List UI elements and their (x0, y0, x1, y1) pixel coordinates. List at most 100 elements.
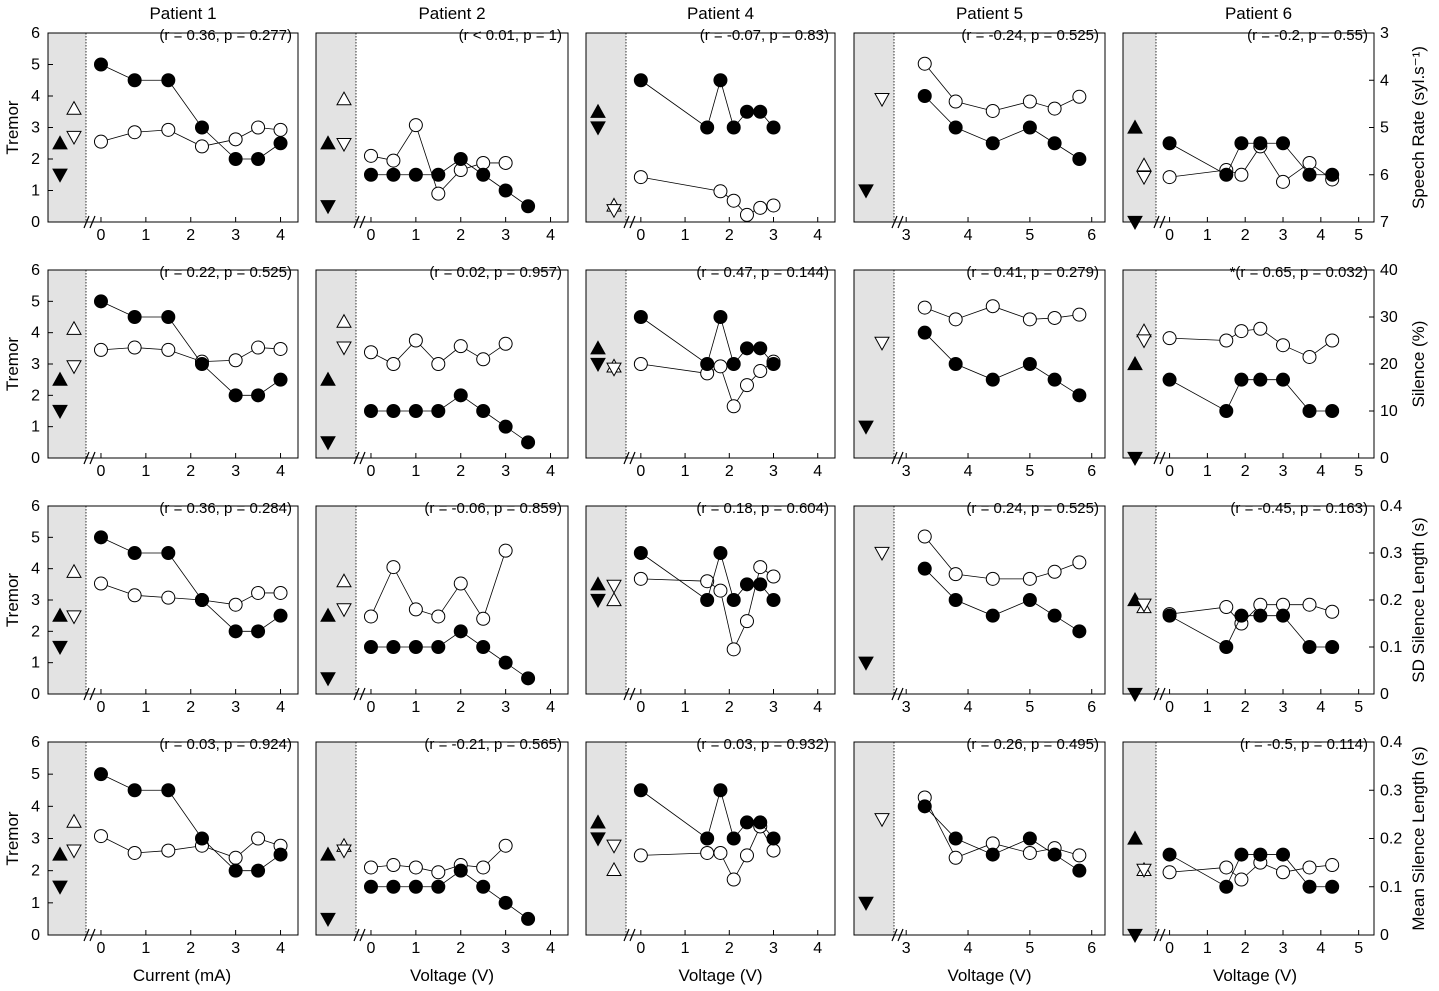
x-axis-label: Current (mA) (133, 966, 231, 985)
x-tick-label: 1 (411, 940, 420, 957)
speech-point (1219, 860, 1234, 875)
tremor-point (1162, 608, 1177, 623)
x-tick-label: 2 (186, 940, 195, 957)
panel-frame (315, 269, 569, 459)
tremor-point (521, 435, 536, 450)
speech-point (1325, 604, 1340, 619)
x-tick-label: 4 (546, 699, 555, 716)
speech-point (408, 860, 423, 875)
baseline-tremor-on-marker (52, 607, 68, 622)
baseline-tremor-on-marker (320, 607, 336, 622)
x-tick-label: 4 (813, 463, 822, 480)
tremor-point (408, 404, 423, 418)
speech-point (1302, 349, 1317, 364)
stats-annotation: (r = 0.18, p = 0.604) (696, 500, 829, 517)
baseline-speech-on-marker (606, 591, 622, 607)
tremor-point (633, 783, 648, 798)
tremor-point (1234, 372, 1249, 387)
axis-break-mark (83, 928, 96, 942)
tremor-series-line (640, 788, 774, 840)
speech-point (431, 186, 446, 201)
speech-point (1253, 321, 1268, 336)
tremor-point (431, 167, 446, 182)
panel: 0 1 2 3 4 5 *(r = 0.65, p = 0.032) (1122, 264, 1375, 480)
speech-point (726, 193, 741, 208)
tremor-point (917, 799, 932, 814)
x-tick-label: 5 (1354, 940, 1363, 957)
speech-point (1072, 307, 1087, 322)
baseline-tremor-off-marker (320, 200, 336, 215)
left-axis-label: Tremor (3, 811, 22, 865)
tremor-point (753, 815, 768, 830)
x-tick-label: 4 (276, 699, 285, 716)
baseline-region (854, 506, 894, 694)
tremor-point (1234, 608, 1249, 623)
tremor-point (917, 89, 932, 103)
baseline-region (854, 270, 894, 458)
right-tick-label: 0.3 (1380, 782, 1402, 799)
tremor-point (453, 624, 468, 639)
left-tick-label: 5 (31, 293, 40, 310)
baseline-speech-off-marker (874, 336, 890, 351)
column-title: Patient 1 (149, 4, 216, 23)
tremor-point (1022, 831, 1037, 846)
tremor-point (431, 879, 446, 894)
speech-point (273, 341, 288, 356)
baseline-region (316, 506, 356, 694)
baseline-region (1123, 270, 1156, 458)
x-axis-label: Voltage (V) (1213, 966, 1297, 985)
speech-point (917, 300, 932, 315)
baseline-speech-off-marker (874, 93, 890, 108)
baseline-tremor-off-marker (858, 656, 874, 671)
baseline-speech-off-marker (606, 204, 622, 219)
tremor-point (408, 879, 423, 894)
panel: 0 1 2 3 4 (r = 0.36, p = 0.284) (47, 500, 299, 716)
tremor-point (753, 577, 768, 592)
x-tick-label: 3 (902, 227, 911, 244)
baseline-tremor-off-marker (52, 168, 68, 183)
tremor-point (363, 879, 378, 894)
baseline-tremor-off-marker (858, 896, 874, 911)
tremor-point (194, 357, 209, 371)
speech-point (700, 845, 715, 860)
x-tick-label: 4 (276, 463, 285, 480)
x-tick-label: 3 (769, 463, 778, 480)
x-tick-label: 2 (725, 940, 734, 957)
speech-point (1162, 331, 1177, 346)
baseline-speech-on-marker (336, 91, 352, 106)
panel-frame (853, 32, 1106, 223)
tremor-point (985, 136, 1000, 151)
panel-frame (585, 32, 836, 223)
speech-point (127, 845, 142, 860)
axis-break-mark (891, 928, 904, 942)
baseline-speech-off-marker (1136, 863, 1152, 878)
baseline-tremor-off-marker (52, 640, 68, 656)
x-tick-label: 4 (1316, 940, 1325, 957)
panel: 0 1 2 3 4 5 (r = -0.2, p = 0.55) (1122, 27, 1375, 244)
tremor-point (408, 640, 423, 654)
baseline-speech-on-marker (606, 861, 622, 876)
x-tick-label: 1 (411, 699, 420, 716)
baseline-tremor-on-marker (1127, 355, 1143, 371)
right-tick-label: 40 (1380, 262, 1398, 279)
speech-point (161, 843, 176, 858)
speech-point (498, 336, 513, 351)
baseline-speech-off-marker (66, 844, 82, 859)
speech-point (273, 122, 288, 137)
x-tick-label: 0 (97, 940, 106, 957)
x-tick-label: 0 (636, 463, 645, 480)
speech-point (1072, 848, 1087, 863)
tremor-point (194, 593, 209, 607)
x-tick-label: 1 (681, 227, 690, 244)
speech-point (228, 850, 243, 865)
tremor-point (1072, 863, 1087, 878)
speech-point (228, 353, 243, 368)
left-axis-label: Tremor (3, 573, 22, 627)
tremor-point (228, 863, 243, 878)
tremor-point (476, 167, 491, 182)
tremor-point (1234, 136, 1249, 151)
stats-annotation: *(r = 0.65, p = 0.032) (1230, 264, 1368, 281)
speech-point (386, 153, 401, 168)
x-tick-label: 4 (964, 940, 973, 957)
speech-point (739, 207, 754, 222)
